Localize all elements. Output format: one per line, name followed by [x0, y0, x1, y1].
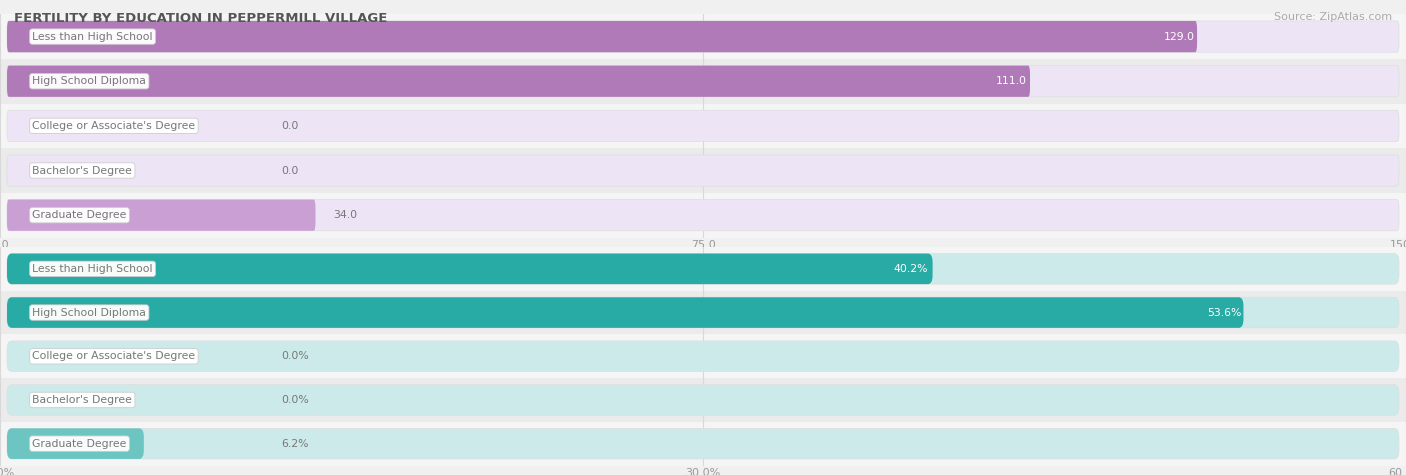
Text: FERTILITY BY EDUCATION IN PEPPERMILL VILLAGE: FERTILITY BY EDUCATION IN PEPPERMILL VIL… — [14, 12, 388, 25]
Text: 0.0%: 0.0% — [281, 395, 309, 405]
FancyBboxPatch shape — [7, 155, 1399, 186]
FancyBboxPatch shape — [0, 14, 1406, 59]
FancyBboxPatch shape — [7, 428, 143, 459]
FancyBboxPatch shape — [0, 334, 1406, 378]
FancyBboxPatch shape — [0, 378, 1406, 422]
FancyBboxPatch shape — [0, 104, 1406, 148]
Text: Bachelor's Degree: Bachelor's Degree — [32, 395, 132, 405]
FancyBboxPatch shape — [7, 254, 932, 284]
Text: 53.6%: 53.6% — [1208, 307, 1241, 318]
Text: 111.0: 111.0 — [995, 76, 1026, 86]
FancyBboxPatch shape — [7, 297, 1399, 328]
FancyBboxPatch shape — [7, 66, 1031, 97]
FancyBboxPatch shape — [0, 422, 1406, 466]
FancyBboxPatch shape — [0, 291, 1406, 334]
FancyBboxPatch shape — [7, 297, 1243, 328]
Text: High School Diploma: High School Diploma — [32, 76, 146, 86]
FancyBboxPatch shape — [0, 148, 1406, 193]
Text: 129.0: 129.0 — [1164, 31, 1195, 42]
Text: Graduate Degree: Graduate Degree — [32, 210, 127, 220]
Text: 34.0: 34.0 — [333, 210, 357, 220]
FancyBboxPatch shape — [7, 341, 1399, 371]
Text: Less than High School: Less than High School — [32, 264, 153, 274]
Text: 6.2%: 6.2% — [281, 438, 309, 449]
Text: Less than High School: Less than High School — [32, 31, 153, 42]
FancyBboxPatch shape — [7, 66, 1399, 97]
FancyBboxPatch shape — [7, 254, 1399, 284]
FancyBboxPatch shape — [7, 21, 1197, 52]
Text: 0.0: 0.0 — [281, 165, 298, 176]
Text: College or Associate's Degree: College or Associate's Degree — [32, 351, 195, 361]
Text: Source: ZipAtlas.com: Source: ZipAtlas.com — [1274, 12, 1392, 22]
Text: High School Diploma: High School Diploma — [32, 307, 146, 318]
FancyBboxPatch shape — [7, 200, 315, 231]
Text: 40.2%: 40.2% — [893, 264, 928, 274]
FancyBboxPatch shape — [7, 428, 1399, 459]
FancyBboxPatch shape — [0, 59, 1406, 104]
FancyBboxPatch shape — [7, 110, 1399, 142]
Text: Bachelor's Degree: Bachelor's Degree — [32, 165, 132, 176]
FancyBboxPatch shape — [7, 385, 1399, 415]
FancyBboxPatch shape — [7, 200, 1399, 231]
Text: College or Associate's Degree: College or Associate's Degree — [32, 121, 195, 131]
Text: Graduate Degree: Graduate Degree — [32, 438, 127, 449]
FancyBboxPatch shape — [0, 193, 1406, 238]
FancyBboxPatch shape — [0, 247, 1406, 291]
Text: 0.0: 0.0 — [281, 121, 298, 131]
FancyBboxPatch shape — [7, 21, 1399, 52]
Text: 0.0%: 0.0% — [281, 351, 309, 361]
